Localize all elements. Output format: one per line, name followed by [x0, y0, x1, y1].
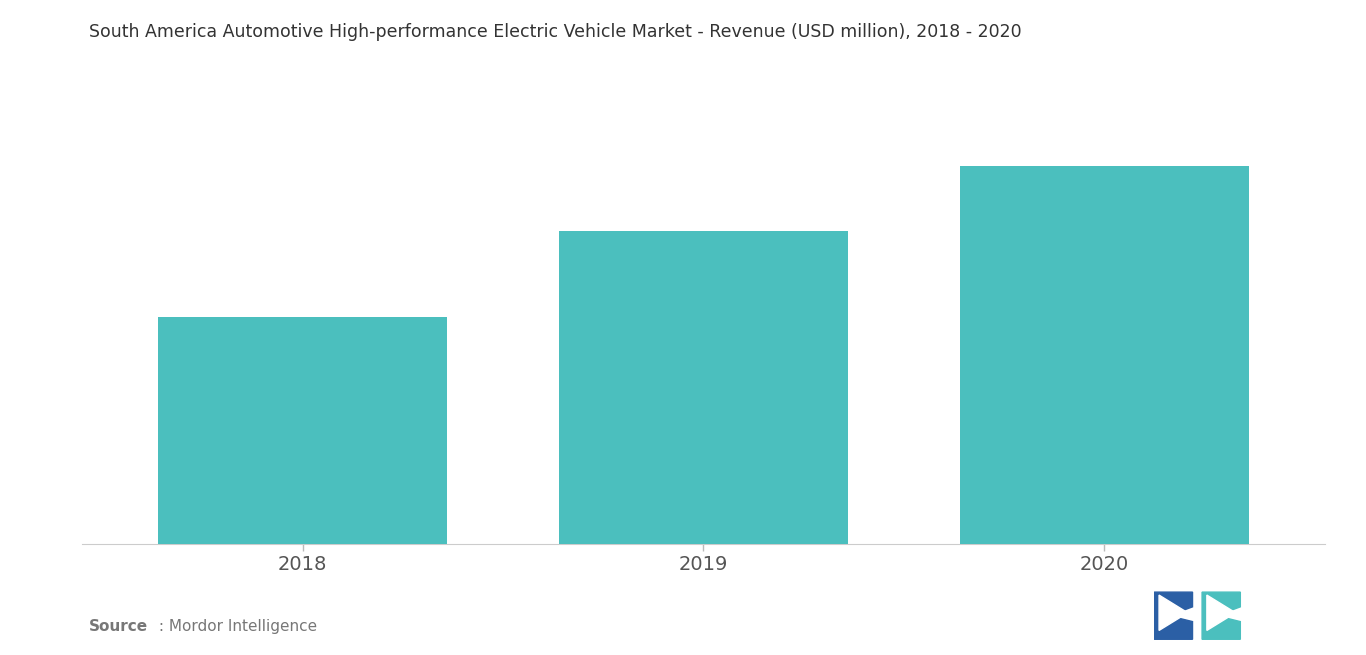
- Polygon shape: [1158, 595, 1188, 630]
- Text: South America Automotive High-performance Electric Vehicle Market - Revenue (USD: South America Automotive High-performanc…: [89, 23, 1022, 41]
- Text: : Mordor Intelligence: : Mordor Intelligence: [154, 619, 317, 634]
- Bar: [960, 166, 1249, 544]
- Bar: [158, 317, 447, 544]
- Polygon shape: [1202, 592, 1240, 639]
- Polygon shape: [1208, 595, 1236, 630]
- Text: Source: Source: [89, 619, 148, 634]
- Bar: [559, 231, 848, 544]
- Polygon shape: [1154, 592, 1193, 639]
